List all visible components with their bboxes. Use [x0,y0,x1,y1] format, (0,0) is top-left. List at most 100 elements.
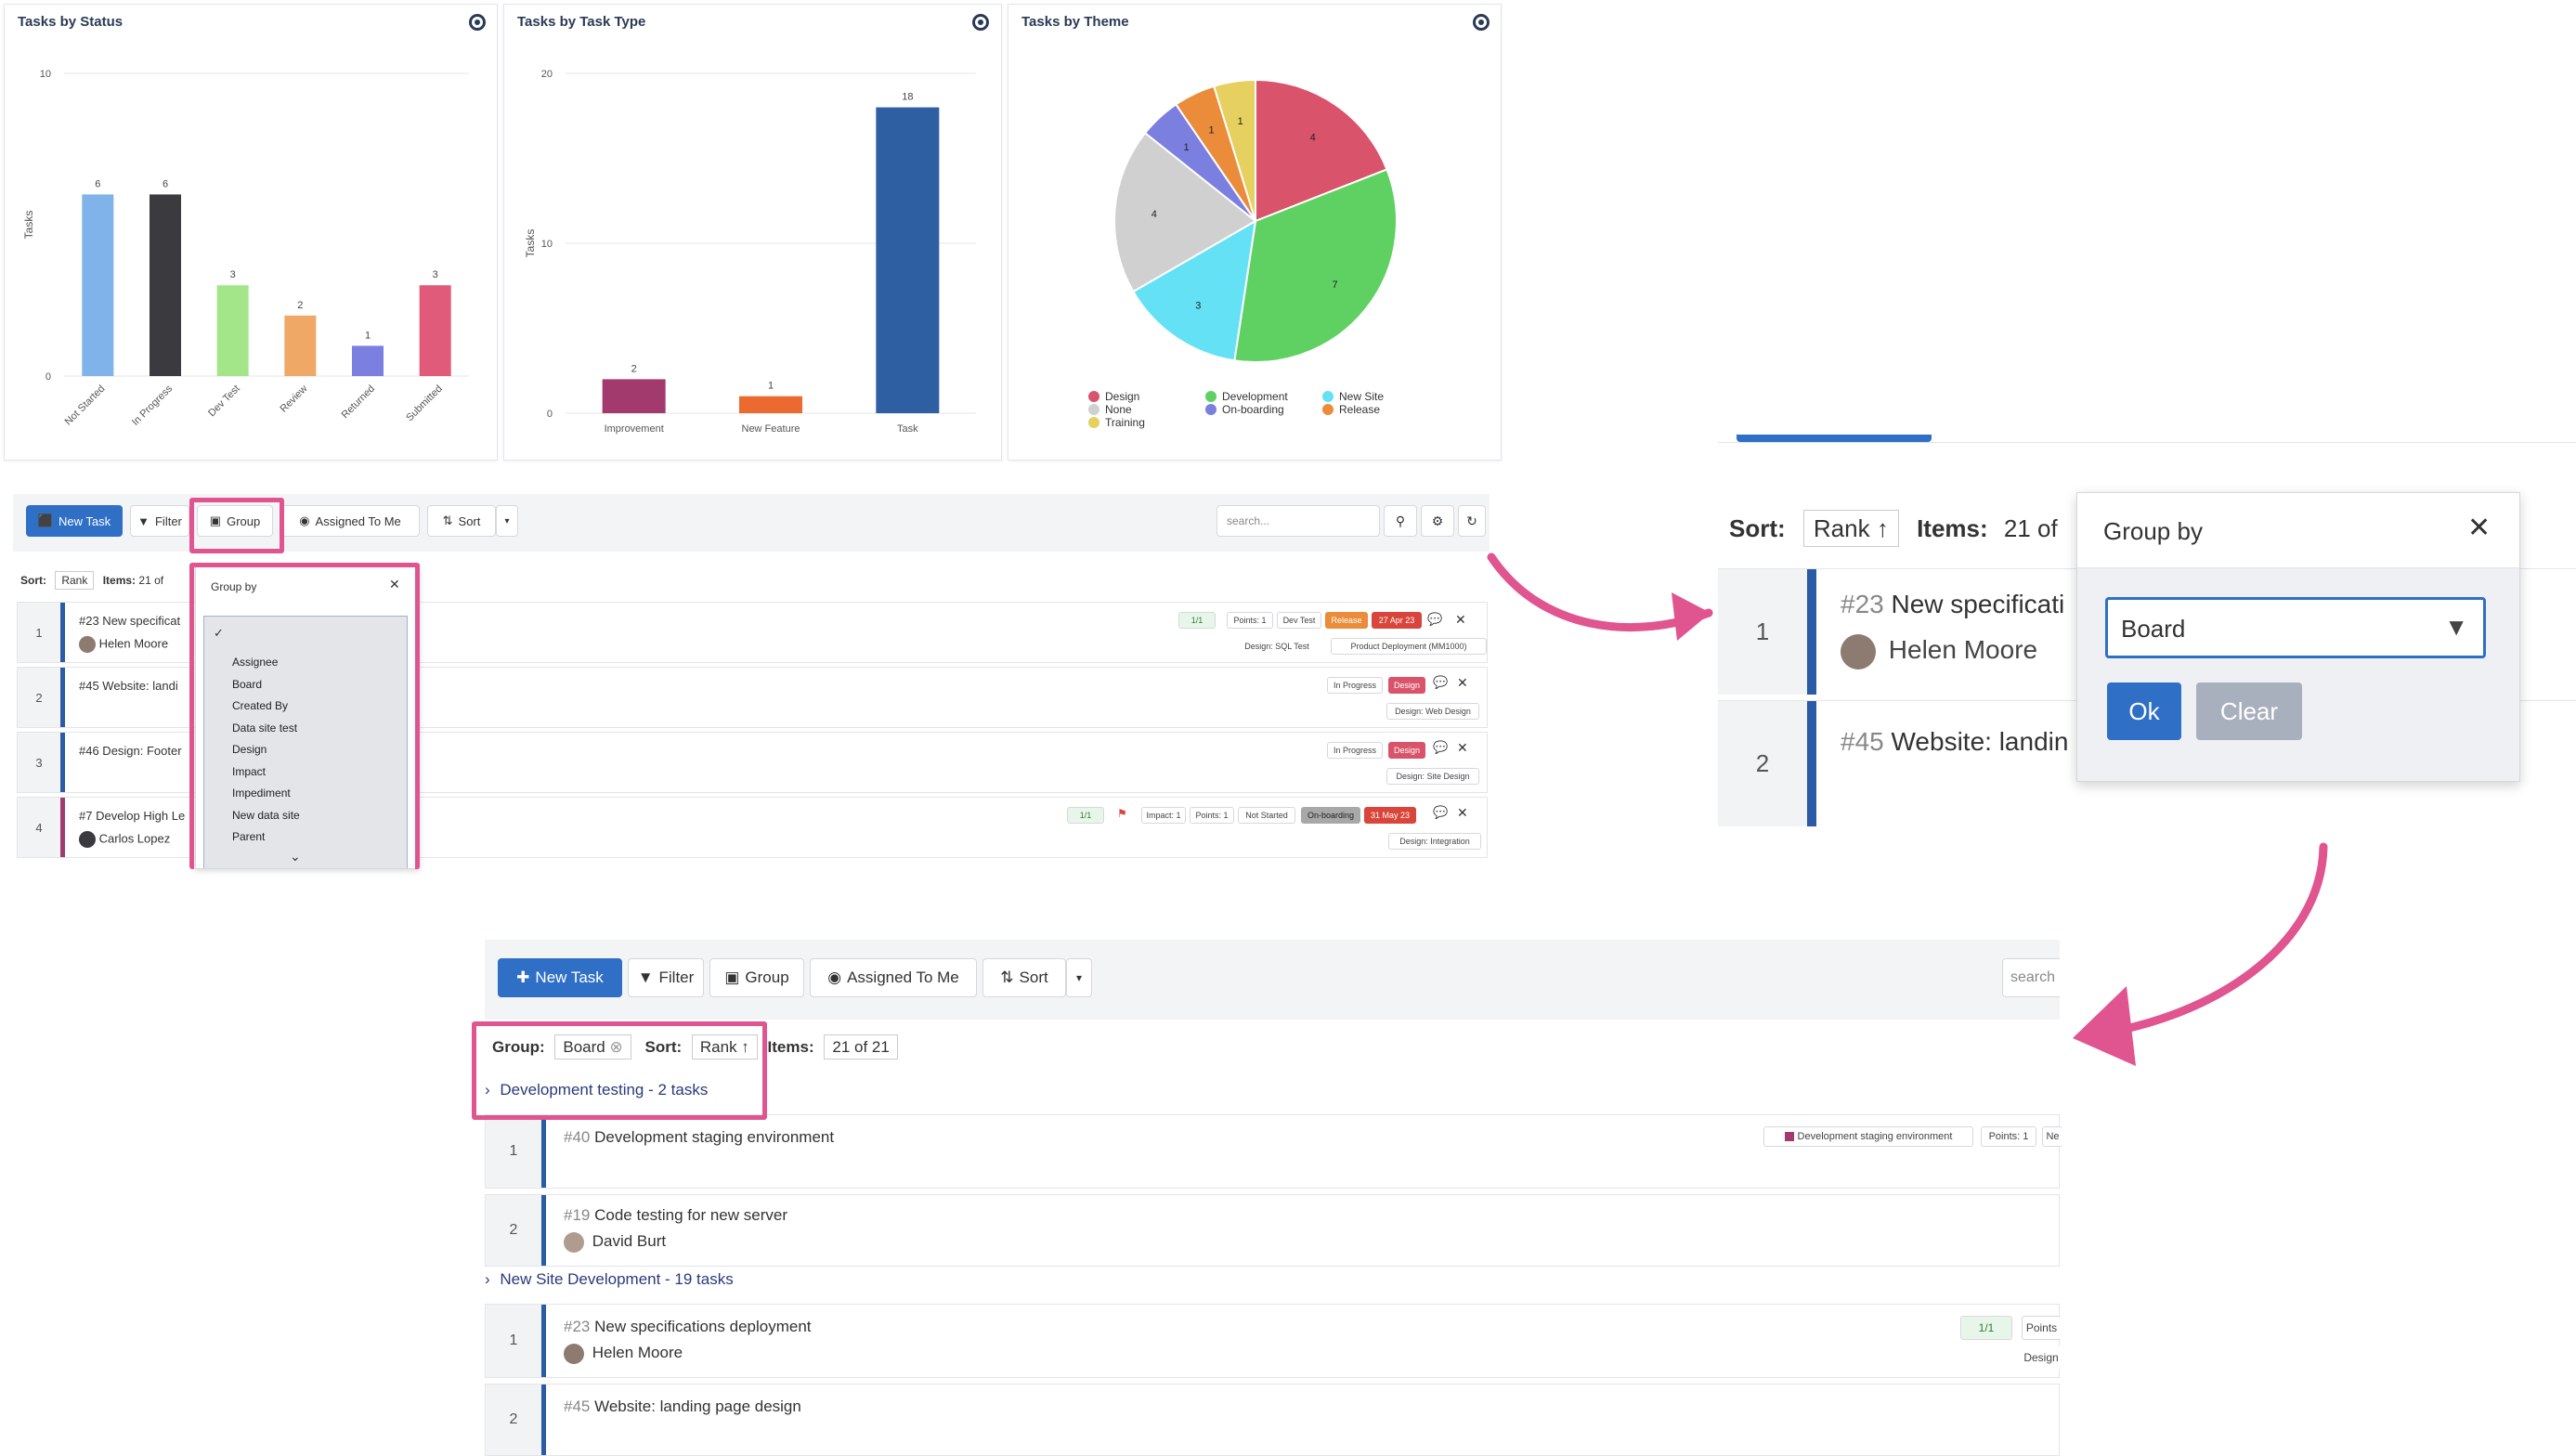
theme-badge: On-boarding [1301,807,1360,824]
group-option[interactable]: Assignee [232,656,279,669]
assigned-to-me-button[interactable]: ◉ Assigned To Me [810,958,977,997]
close-icon[interactable]: ✕ [1457,675,1468,690]
items-count: 21 of 21 [824,1034,898,1060]
pie-slice [1212,78,1256,222]
task-title[interactable]: #19 Code testing for new server [564,1206,787,1224]
group-by-list: ✓ [203,616,408,868]
row-accent [541,1115,546,1188]
clear-button[interactable]: Clear [2196,682,2302,740]
group-chip[interactable]: Board ⊗ [554,1034,631,1060]
status-badge: Dev Test [1277,612,1321,629]
caret-down-icon: ▾ [1075,971,1083,984]
gear-icon[interactable] [1473,14,1490,31]
group-button[interactable]: ▣ Group [197,505,273,537]
chevron-down-icon[interactable]: ⌄ [290,849,301,864]
task-title[interactable]: #23 New specificat [79,614,181,628]
sort-button[interactable]: ⇅ Sort [427,505,496,537]
chart-title: Tasks by Status [18,14,124,30]
design-badge: Design: SQL Test [1229,638,1325,655]
due-date-badge: 27 Apr 23 [1372,612,1422,629]
legend-label: On-boarding [1222,403,1284,416]
x-tick-label: New Feature [742,423,800,435]
comment-icon[interactable]: 💬 [1433,805,1449,819]
status-badge: In Progress [1327,742,1383,759]
table-row[interactable]: 1 #40 Development staging environment De… [485,1114,2062,1189]
type-bar-chart: 20 10 0 Tasks 2 Improvement 1 New Feature 18 Task [524,69,976,435]
ok-button[interactable]: Ok [2107,682,2181,740]
group-option[interactable]: New data site [232,809,300,822]
new-task-button[interactable]: ⬛ New Task [26,505,123,537]
close-icon[interactable]: ✕ [389,577,400,592]
group-button-highlight [189,498,284,553]
task-title[interactable]: #7 Develop High Le [79,809,186,823]
search-input[interactable]: search [2002,958,2060,997]
sort-dropdown-button[interactable]: ▾ [496,505,518,537]
task-title[interactable]: #23 New specificati [1841,590,2065,618]
theme-badge: Design [1388,742,1425,759]
sort-dropdown-button[interactable]: ▾ [1066,958,1092,997]
group-option[interactable]: Parent [232,830,266,843]
search-icon[interactable]: ⚲ [1384,505,1417,537]
group-option[interactable]: Impact [232,765,267,778]
row-number: 1 [1718,569,1807,695]
table-row[interactable]: 2 #19 Code testing for new server David … [485,1194,2060,1267]
row-number: 2 [1718,701,1807,826]
y-tick-label: 10 [541,239,553,250]
comment-icon[interactable]: 💬 [1433,675,1449,689]
assignee: Helen Moore [564,1344,683,1364]
task-title[interactable]: #23 New specifications deployment [564,1318,812,1335]
comment-icon[interactable]: 💬 [1427,612,1443,626]
refresh-icon[interactable]: ↻ [1458,505,1486,537]
legend-swatch [1322,391,1334,402]
y-tick-label: 20 [541,69,553,80]
group-header-development-testing[interactable]: › Development testing - 2 tasks [485,1081,709,1098]
clear-circle-icon[interactable]: ⊗ [609,1038,623,1056]
task-title[interactable]: #40 Development staging environment [564,1128,835,1146]
sort-value[interactable]: Rank ↑ [1802,510,1899,547]
design-badge: Design: Site Design [1386,768,1479,785]
sort-value[interactable]: Rank [55,571,95,590]
x-tick-label: Review [278,384,309,415]
filter-button[interactable]: ▼ Filter [130,505,189,537]
dialog-title: Group by [2103,517,2203,545]
filter-button[interactable]: ▼ Filter [628,958,704,997]
close-icon[interactable]: ✕ [1457,805,1468,820]
task-title[interactable]: #45 Website: landin [1841,727,2069,756]
task-title[interactable]: #45 Website: landi [79,679,178,693]
close-icon[interactable]: ✕ [1457,740,1468,755]
deployment-badge: Product Deployment (MM1000) [1331,638,1487,655]
task-title[interactable]: #46 Design: Footer [79,744,182,758]
gear-icon[interactable] [469,14,486,31]
group-option[interactable]: Data site test [232,722,298,734]
data-label: 2 [631,363,637,374]
group-option[interactable]: Design [232,743,267,756]
sort-button[interactable]: ⇅ Sort [982,958,1066,997]
search-input[interactable]: search... [1216,505,1380,537]
bar [150,194,181,376]
table-row[interactable]: 2 #45 Website: landing page design [485,1384,2060,1456]
group-by-select[interactable]: Board ▼ [2105,597,2486,658]
items-count: 21 of [138,574,164,587]
arrow-head [1672,592,1711,641]
group-option[interactable]: Created By [232,699,289,712]
group-button[interactable]: ▣ Group [709,958,804,997]
legend-label: New Site [1339,390,1384,403]
new-task-button[interactable]: ✚ New Task [498,958,622,997]
table-row[interactable]: 1 #23 New specifications deployment Hele… [485,1304,2061,1378]
group-option[interactable]: Impediment [232,786,291,800]
sort-value[interactable]: Rank ↑ [691,1034,758,1060]
task-title[interactable]: #45 Website: landing page design [564,1398,801,1415]
group-header-new-site-development[interactable]: › New Site Development - 19 tasks [485,1270,734,1288]
close-icon[interactable]: ✕ [1455,612,1466,627]
comment-icon[interactable]: 💬 [1433,740,1449,754]
settings-icon[interactable]: ⚙ [1421,505,1454,537]
group-sort-status: Group: Board ⊗ Sort: Rank ↑ Items: 21 of… [492,1034,898,1060]
group-option[interactable]: Board [232,678,263,691]
gear-icon[interactable] [972,14,989,31]
x-tick-label: Task [897,423,918,435]
data-label: 2 [297,300,303,311]
sort-icon: ⇅ [442,514,453,527]
close-icon[interactable]: ✕ [2467,513,2491,543]
data-label: 6 [163,178,168,189]
assigned-to-me-button[interactable]: ◉ Assigned To Me [280,505,420,537]
